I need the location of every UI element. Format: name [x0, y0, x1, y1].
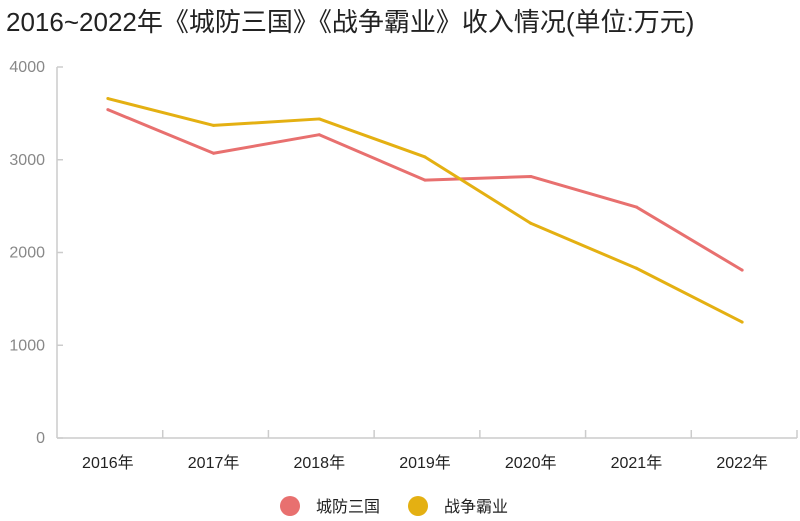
series-line-1 — [107, 108, 743, 272]
data-point — [423, 155, 427, 159]
y-tick-label: 0 — [36, 430, 45, 447]
legend-label: 战争霸业 — [444, 498, 508, 516]
x-tick-label: 2022年 — [716, 454, 768, 472]
x-tick-label: 2018年 — [293, 454, 345, 472]
x-tick-label: 2017年 — [188, 454, 240, 472]
legend-label: 城防三国 — [316, 498, 380, 516]
y-tick-label: 4000 — [9, 59, 45, 76]
data-point — [423, 178, 427, 182]
x-tick-label: 2019年 — [399, 454, 451, 472]
series-line-2 — [107, 97, 743, 324]
legend-marker — [408, 496, 428, 516]
data-point — [106, 97, 110, 101]
y-tick-label: 2000 — [9, 245, 45, 262]
data-point — [317, 133, 321, 137]
data-point — [106, 108, 110, 112]
data-point — [212, 123, 216, 127]
data-point — [634, 205, 638, 209]
y-tick-label: 1000 — [9, 337, 45, 354]
x-tick-label: 2016年 — [82, 454, 134, 472]
data-point — [317, 117, 321, 121]
data-point — [529, 221, 533, 225]
data-point — [740, 320, 744, 324]
data-point — [634, 266, 638, 270]
y-tick-label: 3000 — [9, 152, 45, 169]
data-point — [212, 151, 216, 155]
data-point — [740, 268, 744, 272]
data-point — [529, 174, 533, 178]
x-tick-label: 2021年 — [611, 454, 663, 472]
legend-marker — [280, 496, 300, 516]
x-tick-label: 2020年 — [505, 454, 557, 472]
chart-title: 2016~2022年《城防三国》《战争霸业》收入情况(单位:万元) — [6, 7, 695, 37]
